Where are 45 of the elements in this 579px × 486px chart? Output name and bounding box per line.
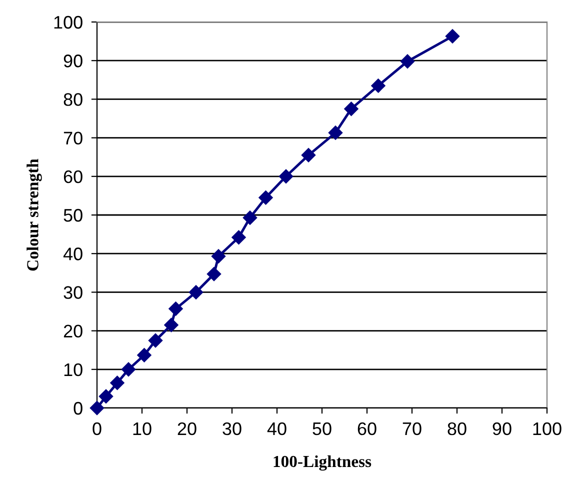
point: [188, 285, 204, 300]
x-tick-label: 20: [178, 422, 196, 436]
point: [206, 266, 222, 282]
point: [400, 54, 415, 68]
y-tick-label: 40: [63, 248, 82, 260]
x-tick-label: 60: [358, 422, 376, 436]
y-tick-label: 30: [64, 286, 82, 299]
y-tick-label: 100: [54, 16, 82, 29]
y-tick-label: 0: [74, 402, 82, 415]
y-tick-label: 20: [64, 324, 82, 338]
point: [344, 102, 358, 116]
point: [242, 210, 258, 225]
y-tick-label: 80: [64, 93, 82, 106]
point: [164, 318, 178, 332]
x-tick-label: 30: [222, 422, 242, 436]
point: [232, 230, 246, 244]
point: [328, 126, 343, 140]
x-axis-title: 100-Lightness: [274, 455, 372, 471]
point: [110, 376, 124, 390]
point: [148, 333, 163, 348]
point: [90, 400, 104, 416]
point: [121, 362, 136, 376]
x-tick-label: 50: [312, 422, 332, 436]
point: [168, 302, 183, 316]
point: [371, 78, 386, 93]
point: [278, 169, 294, 184]
point: [98, 389, 114, 404]
x-tick-label: 90: [492, 422, 512, 436]
point: [137, 348, 152, 362]
y-tick-label: 10: [64, 363, 82, 376]
x-tick-label: 100: [533, 422, 562, 436]
y-tick-label: 50: [64, 208, 82, 222]
point: [211, 249, 226, 264]
x-tick-label: 70: [402, 422, 422, 436]
y-tick-label: 70: [64, 132, 82, 145]
point: [301, 148, 316, 162]
y-axis-title: Colour strength: [26, 158, 42, 271]
x-tick-label: 80: [448, 422, 466, 436]
x-tick-label: 40: [267, 422, 286, 436]
point: [258, 190, 273, 205]
point: [445, 29, 460, 44]
x-tick-label: 10: [133, 422, 152, 436]
y-tick-label: 90: [64, 54, 82, 68]
y-tick-label: 60: [64, 170, 82, 184]
x-tick-label: 0: [92, 422, 102, 436]
